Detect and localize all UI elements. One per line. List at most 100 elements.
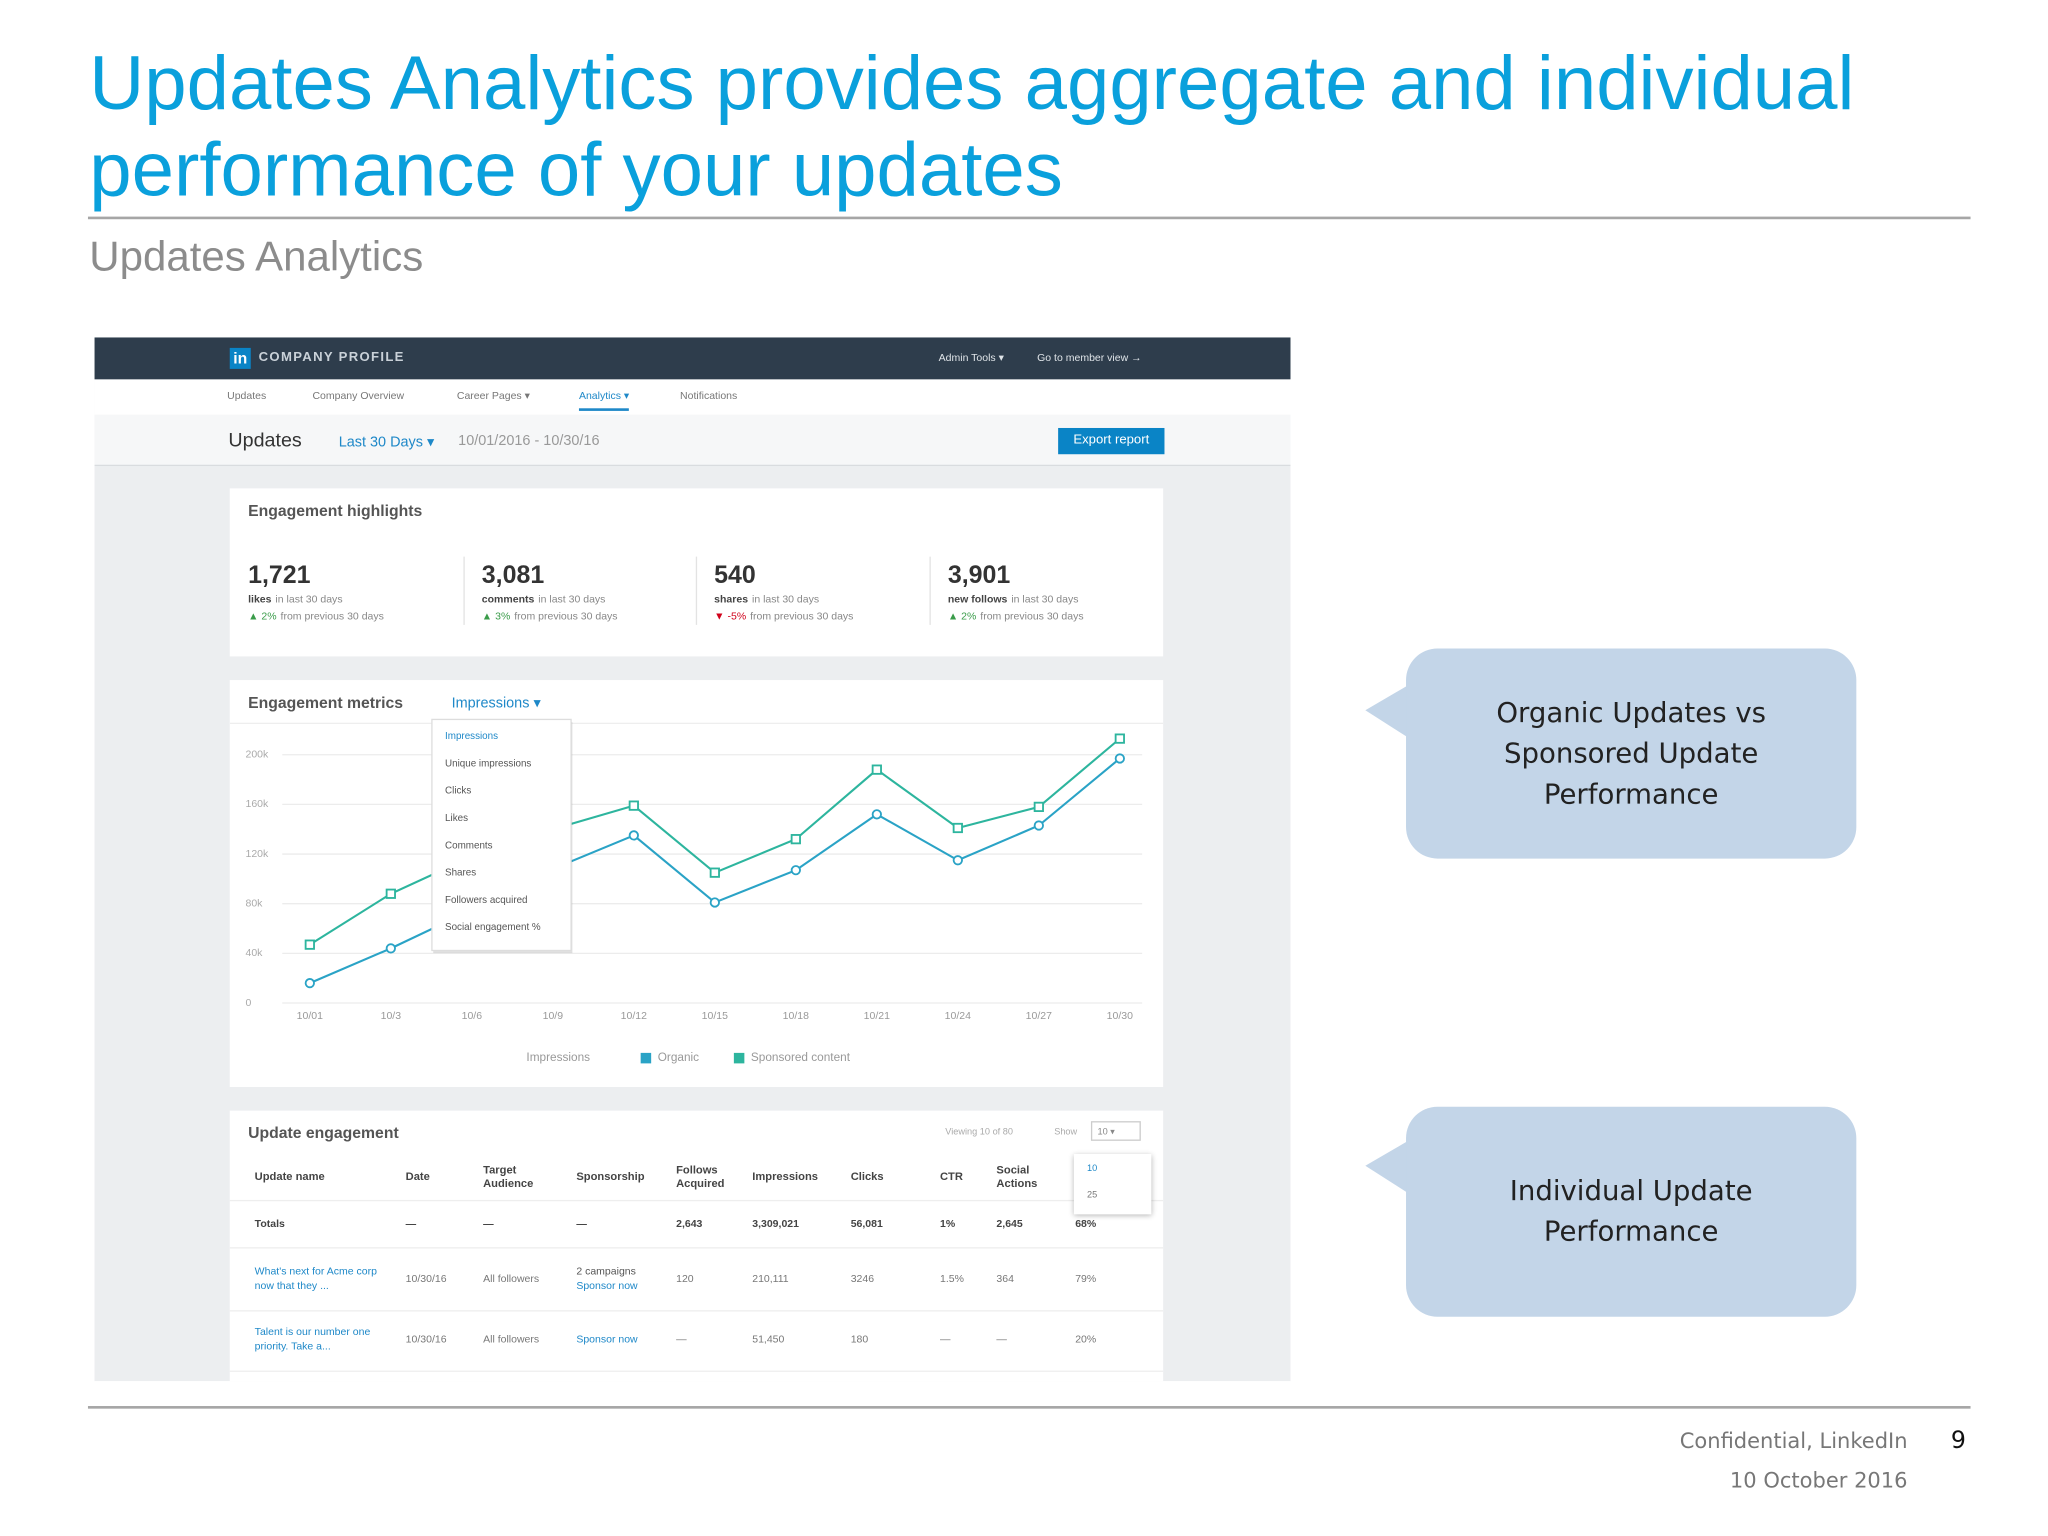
tab-bar: Updates Company Overview Career Pages ▾ Ana… (94, 379, 1291, 415)
table-cell: 68% (1075, 1217, 1097, 1230)
metric-menu (431, 718, 572, 952)
x-tick-label: 10/27 (1026, 1010, 1052, 1022)
table-cell: — (676, 1333, 687, 1345)
tab[interactable]: Updates (227, 389, 267, 402)
table-cell: 120 (676, 1272, 694, 1285)
row-rule (229, 1247, 1164, 1249)
y-tick-label: 40k (245, 947, 263, 959)
update-link[interactable]: Talent is our number one priority. Take … (254, 1325, 371, 1353)
slide-subtitle: Updates Analytics (89, 232, 424, 280)
tab[interactable]: Company Overview (312, 389, 405, 402)
column-header: Target Audience (483, 1163, 534, 1190)
menu-item[interactable]: Impressions (445, 731, 498, 742)
legend-label: Organic (658, 1050, 699, 1064)
stat-value: 3,901 (947, 561, 1011, 590)
table-cell: — (483, 1217, 494, 1230)
divider (463, 556, 465, 625)
callout: Organic Updates vs Sponsored Update Perf… (1406, 648, 1857, 859)
page-size-menu: 10 25 (1073, 1153, 1152, 1215)
slide-title: Updates Analytics provides aggregate and… (89, 40, 1855, 213)
menu-item[interactable]: Clicks (445, 786, 471, 797)
table-cell: Totals (254, 1217, 285, 1230)
column-header: Clicks (850, 1169, 884, 1183)
row-rule (229, 1370, 1164, 1372)
export-button[interactable]: Export report (1058, 427, 1165, 455)
point-marker (385, 943, 396, 954)
point-marker (709, 897, 720, 908)
x-tick-label: 10/3 (381, 1010, 402, 1022)
stat-metric: comments (481, 593, 535, 606)
title-rule (87, 216, 1971, 220)
table-cell: 1% (939, 1217, 956, 1230)
footer-rule (87, 1406, 1971, 1409)
chart-title: Engagement metrics (248, 695, 403, 712)
table-cell: — (405, 1217, 417, 1230)
change-value: ▲ 2% (248, 610, 277, 623)
menu-item[interactable]: Shares (445, 868, 476, 879)
admin-tools-link[interactable]: Admin Tools ▾ (938, 351, 1004, 364)
point-marker (790, 834, 801, 845)
page-size-option[interactable]: 10 (1087, 1164, 1098, 1174)
menu-item[interactable]: Followers acquired (445, 895, 527, 906)
top-bar: in COMPANY PROFILE Admin Tools ▾ Go to m… (94, 337, 1291, 380)
update-link[interactable]: What's next for Acme corp now that they … (254, 1265, 377, 1292)
page-size-select[interactable]: 10 ▾ (1090, 1121, 1141, 1141)
stat-label: shares in last 30 days (714, 593, 819, 605)
page-number: 9 (1950, 1427, 1966, 1455)
stat-period: in last 30 days (275, 593, 343, 606)
legend-swatch (640, 1052, 652, 1064)
menu-item[interactable]: Social engagement % (445, 922, 541, 933)
x-tick-label: 10/15 (702, 1010, 728, 1022)
legend-label: Sponsored content (751, 1050, 851, 1064)
engagement-card: Update engagement Viewing 10 of 80 Show … (229, 1110, 1164, 1382)
menu-item[interactable]: Comments (445, 840, 493, 851)
column-header: Impressions (752, 1169, 818, 1183)
x-tick-label: 10/12 (621, 1010, 647, 1022)
menu-item[interactable]: Unique impressions (445, 758, 531, 769)
x-tick-label: 10/01 (297, 1010, 323, 1022)
table-cell: All followers (483, 1272, 540, 1285)
tab[interactable]: Analytics ▾ (578, 390, 630, 411)
point-marker (1033, 820, 1044, 831)
stat-metric: new follows (947, 593, 1008, 606)
divider (695, 556, 698, 625)
page-size-option[interactable]: 25 (1087, 1190, 1098, 1200)
menu-item[interactable]: Likes (445, 813, 468, 824)
column-header: Date (405, 1169, 430, 1183)
viewing-count: Viewing 10 of 80 (945, 1127, 1014, 1137)
tab[interactable]: Career Pages ▾ (456, 389, 530, 402)
sponsor-link[interactable]: Sponsor now (576, 1333, 638, 1345)
table-cell: — (996, 1333, 1007, 1345)
point-marker (628, 800, 639, 811)
logo[interactable]: in (229, 347, 251, 369)
column-header: CTR (939, 1169, 963, 1183)
stat-value: 1,721 (248, 561, 311, 590)
show-label: Show (1054, 1127, 1078, 1137)
x-tick-label: 10/24 (945, 1010, 971, 1022)
x-tick-label: 10/21 (864, 1010, 890, 1022)
point-marker (385, 888, 396, 899)
date-range: 10/01/2016 - 10/30/16 (458, 433, 600, 449)
screenshot: in COMPANY PROFILE Admin Tools ▾ Go to m… (94, 337, 1291, 1382)
stat-period: in last 30 days (1011, 593, 1079, 606)
highlights-card: Engagement highlights 1,721 likes in last … (229, 488, 1164, 657)
table-cell: 10/30/16 (405, 1333, 447, 1345)
member-view-link[interactable]: Go to member view → (1037, 351, 1142, 364)
stat-value: 3,081 (481, 561, 545, 590)
point-marker (1033, 801, 1044, 813)
table-cell: Sponsor now (576, 1332, 637, 1346)
sponsor-link[interactable]: Sponsor now (576, 1280, 638, 1292)
legend-swatch (733, 1052, 745, 1064)
point-marker (1114, 733, 1125, 744)
row-rule (229, 1199, 1164, 1202)
page-header: Updates Last 30 Days ▾ 10/01/2016 - 10/3… (94, 414, 1291, 467)
tab[interactable]: Notifications (680, 389, 738, 402)
point-marker (628, 830, 639, 841)
date-range-selector[interactable]: Last 30 Days ▾ (338, 434, 435, 451)
table-cell: 1.5% (939, 1272, 964, 1285)
footer-date: 10 October 2016 (1729, 1467, 1908, 1493)
card-title: Engagement highlights (248, 501, 423, 520)
metric-selector[interactable]: Impressions ▾ (452, 695, 541, 711)
